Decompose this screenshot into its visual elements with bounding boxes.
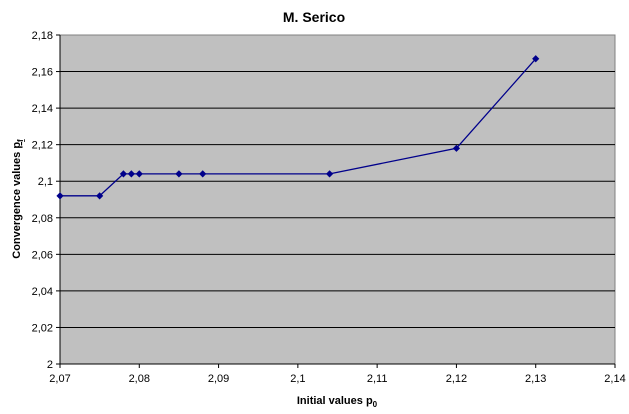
y-tick-label: 2,02	[32, 322, 53, 334]
x-axis-label-sub: 0	[373, 400, 378, 409]
x-tick-label: 2,12	[446, 373, 467, 385]
y-axis-label-sub: f	[16, 139, 25, 142]
data-point-marker	[127, 170, 135, 178]
data-point-marker	[96, 192, 104, 200]
chart-title: M. Serico	[283, 9, 345, 25]
data-point-marker	[532, 55, 540, 63]
y-axis-label-sym: p	[11, 142, 23, 149]
x-tick-label: 2,14	[604, 373, 625, 385]
y-tick-label: 2,14	[32, 103, 53, 115]
y-tick-label: 2,12	[32, 140, 53, 152]
series-layer	[56, 55, 540, 200]
y-tick-label: 2,18	[32, 30, 53, 42]
x-tick-label: 2,1	[290, 373, 305, 385]
grid	[60, 71, 615, 328]
x-axis-label: Initial values p0	[297, 395, 378, 409]
x-axis-label-main: Initial values p	[297, 395, 373, 407]
plot-area	[59, 34, 616, 365]
x-tick-label: 2,13	[525, 373, 546, 385]
x-tick-label: 2,11	[367, 373, 388, 385]
y-axis-label-main: Convergence values	[11, 149, 23, 259]
y-tick-label: 2,16	[32, 67, 53, 79]
series-line	[60, 58, 537, 197]
x-tick-label: 2,07	[49, 373, 70, 385]
y-tick-label: 2	[47, 359, 53, 371]
y-tick-label: 2,04	[32, 286, 53, 298]
y-axis-label: Convergence values pf	[11, 139, 25, 259]
data-point-marker	[119, 170, 128, 178]
data-point-marker	[452, 144, 461, 152]
x-tick-label: 2,09	[208, 373, 229, 385]
data-point-marker	[175, 170, 183, 178]
data-point-marker	[135, 170, 143, 178]
y-tick-label: 2,06	[32, 249, 53, 261]
x-tick-label: 2,08	[129, 373, 150, 385]
x-axis-ticks: 2,07 2,08 2,09 2,1 2,11 2,12 2,13 2,14	[49, 363, 626, 385]
data-point-marker	[56, 192, 64, 200]
data-point-marker	[325, 170, 334, 178]
data-point-marker	[199, 170, 207, 178]
y-tick-label: 2,08	[32, 213, 53, 225]
y-tick-label: 2,1	[38, 176, 53, 188]
y-axis-ticks: 2 2,02 2,04 2,06 2,08 2,1 2,12 2,14 2,16 2,18	[32, 30, 61, 371]
